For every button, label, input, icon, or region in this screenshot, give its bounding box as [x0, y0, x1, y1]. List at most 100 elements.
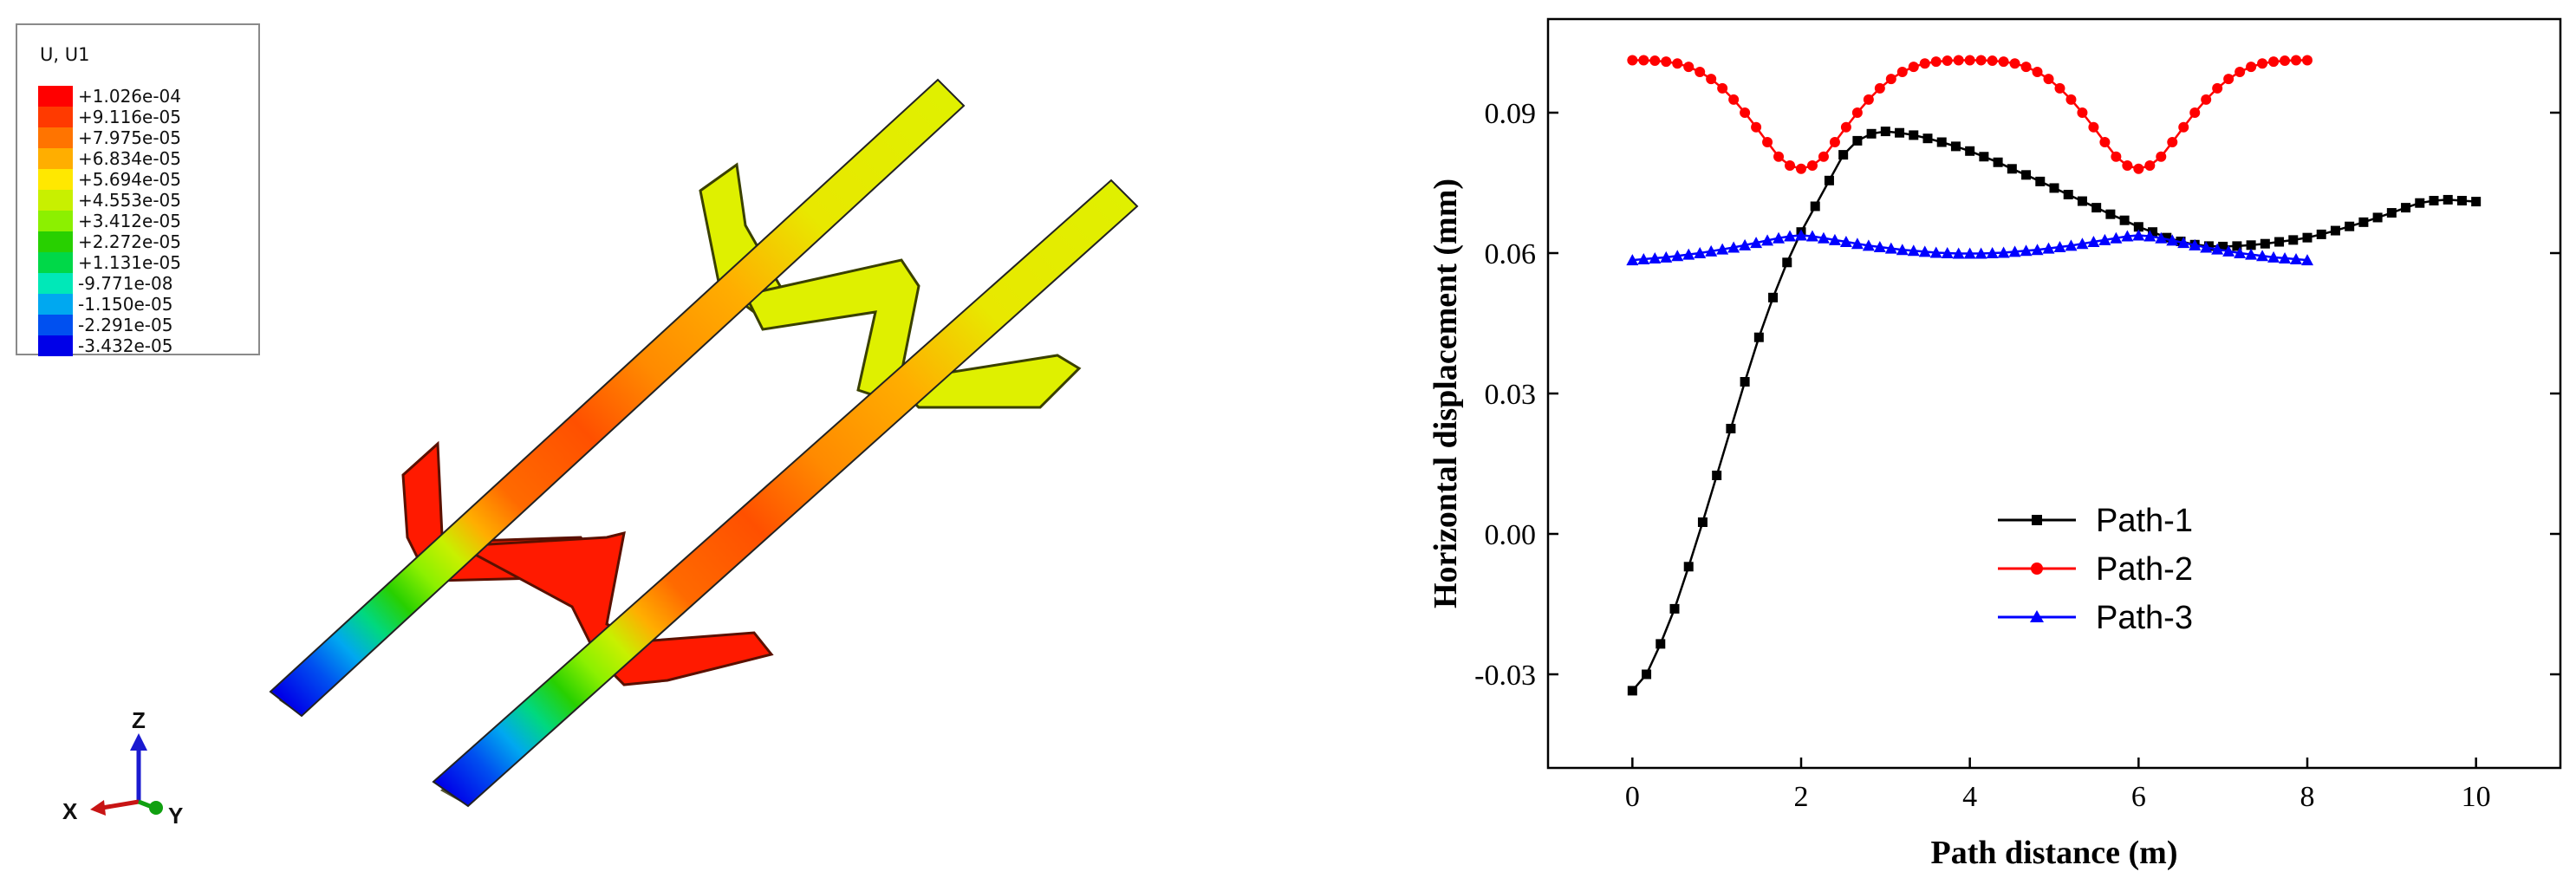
- data-point: [2091, 203, 2102, 213]
- data-point: [1740, 107, 1751, 118]
- legend-swatch: [38, 294, 73, 315]
- x-tick-label: 2: [1794, 781, 1809, 813]
- data-point: [1851, 107, 1863, 118]
- data-point: [2063, 190, 2073, 199]
- data-point: [2021, 170, 2032, 180]
- series-line-path-1: [1631, 130, 2476, 692]
- data-point: [1716, 243, 1729, 255]
- data-point: [2167, 137, 2178, 148]
- x-tick-label: 0: [1625, 781, 1640, 813]
- data-point: [2345, 221, 2355, 231]
- data-point: [1918, 245, 1931, 257]
- data-point: [2211, 243, 2224, 255]
- data-point: [2020, 62, 2032, 73]
- data-point: [1739, 238, 1752, 250]
- data-point: [1874, 82, 1885, 94]
- data-point: [2260, 238, 2270, 249]
- data-point: [2119, 215, 2130, 225]
- data-point: [2133, 163, 2144, 174]
- data-point: [2162, 232, 2172, 243]
- data-point: [2007, 164, 2017, 174]
- data-point: [1694, 247, 1707, 258]
- data-point: [1866, 128, 1877, 139]
- data-point: [2143, 230, 2156, 242]
- data-point: [1782, 257, 1792, 268]
- data-point: [1930, 56, 1942, 68]
- y-tick-label: 0.03: [1485, 379, 1537, 411]
- data-point: [1728, 94, 1740, 105]
- legend-level-label: +4.553e-05: [78, 190, 181, 211]
- data-point: [2156, 151, 2167, 162]
- data-point: [2009, 58, 2020, 69]
- data-point: [2166, 234, 2179, 246]
- data-point: [1768, 292, 1779, 302]
- data-point: [1909, 130, 1919, 140]
- data-point: [1717, 82, 1728, 94]
- data-point: [2035, 176, 2046, 186]
- triad-x-label: X: [62, 798, 78, 824]
- y-axis-title: Horizontal displacement (mm): [1428, 179, 1464, 608]
- data-point: [1838, 150, 1849, 160]
- data-point: [2121, 230, 2134, 242]
- data-point: [2301, 254, 2313, 266]
- data-point: [2257, 58, 2268, 69]
- y-tick-label: 0.00: [1485, 519, 1537, 551]
- data-point: [1862, 239, 1875, 251]
- legend-swatch: [38, 190, 73, 211]
- series-path-2: [1627, 55, 2313, 174]
- data-point: [1695, 67, 1706, 78]
- data-point: [2065, 239, 2078, 251]
- data-point: [2087, 236, 2100, 248]
- data-point: [1810, 201, 1820, 211]
- displacement-line-chart: 0 2 4 6 8 10 -0.03 0.00 0.03 0.06 0.09 Path distan…: [1428, 17, 2562, 871]
- data-point: [1661, 56, 1672, 68]
- data-point: [2232, 241, 2242, 251]
- legend-level-label: +2.272e-05: [78, 231, 181, 252]
- data-point: [2077, 107, 2088, 118]
- legend-marker-path-3: [2030, 610, 2044, 622]
- data-point: [1873, 240, 1886, 252]
- data-point: [1751, 121, 1762, 133]
- triad-z-label: Z: [132, 707, 146, 733]
- data-point: [2401, 203, 2411, 213]
- series-layer: [1626, 55, 2482, 696]
- data-point: [2122, 160, 2133, 172]
- data-point: [1963, 247, 1976, 259]
- data-point: [1727, 241, 1740, 253]
- legend-level-label: +5.694e-05: [78, 169, 181, 190]
- data-point: [2267, 250, 2280, 263]
- data-point: [2111, 151, 2122, 162]
- data-point: [1941, 247, 1954, 258]
- data-point: [1683, 562, 1694, 572]
- legend-swatch: [38, 127, 73, 148]
- data-point: [1986, 247, 1999, 258]
- data-point: [2246, 62, 2257, 73]
- data-point: [1818, 151, 1829, 162]
- data-point: [1851, 237, 1864, 250]
- data-point: [2386, 208, 2397, 218]
- data-point: [1852, 135, 1863, 146]
- data-point: [1908, 62, 1919, 73]
- x-tick-label: 8: [2300, 781, 2315, 813]
- data-point: [1979, 152, 1989, 162]
- y-tick-label: -0.03: [1474, 660, 1536, 692]
- data-point: [1942, 55, 1953, 67]
- data-point: [2245, 248, 2258, 260]
- data-point: [1740, 377, 1750, 387]
- data-point: [2358, 217, 2369, 227]
- legend-swatch: [38, 107, 73, 127]
- data-point: [1964, 55, 1975, 66]
- data-point: [1922, 133, 1933, 144]
- data-point: [1649, 251, 1662, 263]
- y-tick-label: 0.06: [1485, 238, 1537, 270]
- data-point: [2177, 237, 2190, 249]
- data-point: [1896, 244, 1909, 256]
- data-point: [1671, 250, 1684, 262]
- data-point: [2372, 212, 2383, 223]
- data-point: [1626, 254, 1639, 266]
- data-point: [2330, 225, 2340, 236]
- data-point: [2042, 242, 2055, 254]
- legend-level-label: -3.432e-05: [78, 335, 173, 356]
- data-point: [2178, 121, 2189, 133]
- data-point: [1638, 55, 1649, 66]
